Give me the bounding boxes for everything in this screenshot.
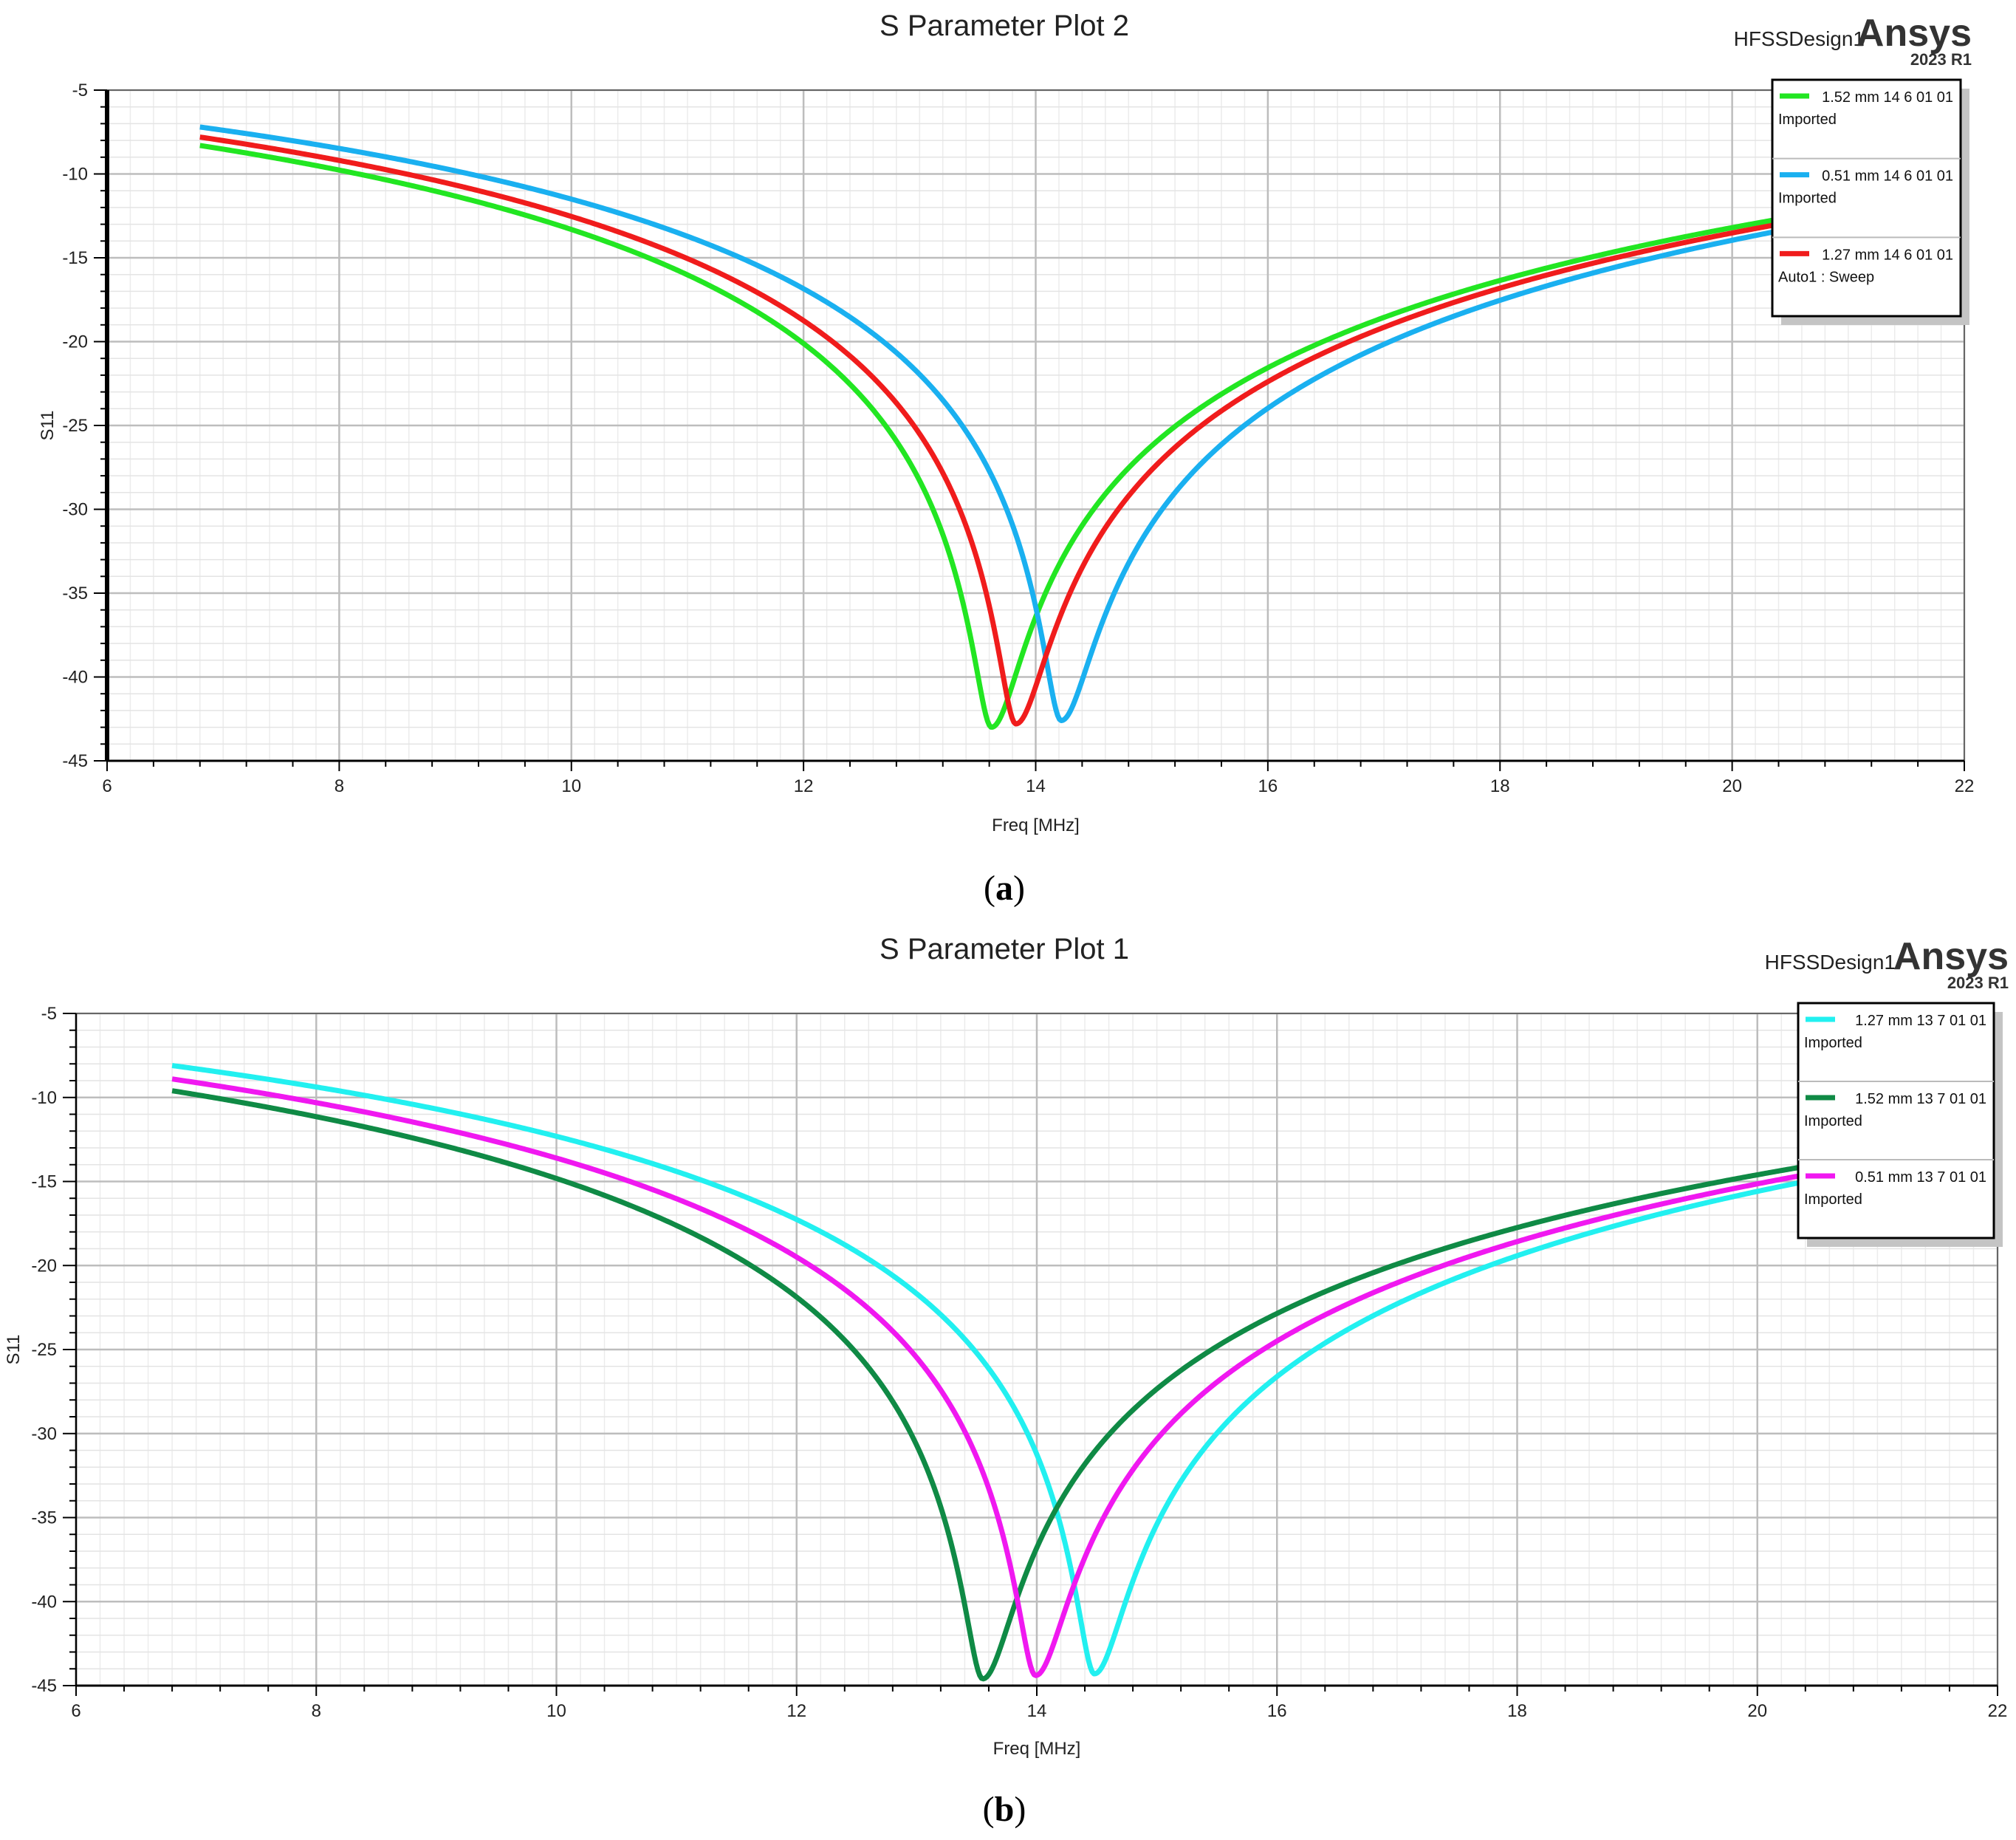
y-tick-label: -15 [62, 248, 88, 268]
y-tick-label: -40 [31, 1592, 57, 1612]
x-tick-label: 10 [546, 1701, 566, 1721]
series-line-1 [171, 1063, 1806, 1677]
y-tick-label: -25 [62, 416, 88, 436]
grid [75, 1012, 1999, 1687]
x-tick-label: 6 [71, 1701, 80, 1721]
x-tick-label: 18 [1490, 776, 1510, 796]
brand-version: 2023 R1 [1947, 974, 2009, 992]
x-tick-label: 20 [1722, 776, 1742, 796]
design-name: HFSSDesign1 [1734, 27, 1865, 50]
x-tick-label: 8 [335, 776, 344, 796]
legend-box [1771, 78, 1962, 318]
x-tick-label: 22 [1988, 1701, 2008, 1721]
caption-a: (a) [984, 869, 1025, 908]
y-tick-label: -45 [31, 1676, 57, 1696]
legend-source-2: Imported [1778, 191, 1837, 207]
series-line-2 [199, 124, 1780, 724]
series-line-3 [171, 1076, 1806, 1678]
legend-box [1797, 1002, 1995, 1239]
y-tick-label: -35 [62, 584, 88, 603]
y-tick-label: -10 [62, 165, 88, 185]
legend-label-2: 1.52 mm 13 7 01 01 [1855, 1091, 1986, 1107]
brand-version: 2023 R1 [1910, 50, 1972, 69]
legend-source-1: Imported [1778, 112, 1837, 128]
chart-title: S Parameter Plot 2 [880, 10, 1129, 42]
y-tick-label: -5 [41, 1004, 57, 1024]
x-tick-label: 16 [1267, 1701, 1287, 1721]
y-tick-label: -15 [31, 1172, 57, 1192]
legend: 1.27 mm 13 7 01 01 Imported 1.52 mm 13 7 0… [1797, 1002, 2003, 1247]
x-tick-label: 8 [312, 1701, 321, 1721]
x-tick-label: 18 [1507, 1701, 1527, 1721]
y-axis-label: S11 [4, 1335, 24, 1365]
y-axis-label: S11 [38, 411, 58, 441]
x-tick-label: 12 [786, 1701, 806, 1721]
y-tick-label: -5 [72, 81, 88, 100]
y-tick-label: -30 [31, 1424, 57, 1444]
x-tick-label: 10 [561, 776, 581, 796]
legend-label-3: 1.27 mm 14 6 01 01 [1822, 247, 1953, 263]
legend-source-3: Imported [1804, 1191, 1862, 1208]
x-tick-label: 14 [1026, 776, 1046, 796]
x-tick-label: 12 [794, 776, 814, 796]
series-line-3 [199, 134, 1780, 727]
brand-logo: Ansys [1893, 935, 2009, 978]
y-tick-label: -10 [31, 1088, 57, 1108]
y-tick-label: -25 [31, 1340, 57, 1360]
brand-logo: Ansys [1856, 12, 1972, 55]
caption-b: (b) [983, 1790, 1026, 1829]
legend: 1.52 mm 14 6 01 01 Imported 0.51 mm 14 6 0… [1771, 78, 1969, 325]
y-tick-label: -45 [62, 751, 88, 771]
x-tick-label: 6 [102, 776, 112, 796]
y-tick-label: -30 [62, 500, 88, 520]
x-tick-label: 22 [1955, 776, 1975, 796]
legend-source-3: Auto1 : Sweep [1778, 269, 1874, 285]
legend-label-3: 0.51 mm 13 7 01 01 [1855, 1169, 1986, 1186]
legend-source-2: Imported [1804, 1113, 1862, 1129]
x-tick-label: 14 [1027, 1701, 1047, 1721]
series-line-2 [171, 1088, 1806, 1682]
chart-title: S Parameter Plot 1 [880, 933, 1129, 965]
legend-label-1: 1.27 mm 13 7 01 01 [1855, 1013, 1986, 1029]
y-tick-label: -20 [62, 332, 88, 352]
y-tick-label: -35 [31, 1508, 57, 1528]
x-axis-label: Freq [MHz] [992, 815, 1080, 835]
series-line-1 [199, 143, 1780, 730]
legend-label-1: 1.52 mm 14 6 01 01 [1822, 89, 1953, 106]
design-name: HFSSDesign1 [1765, 951, 1896, 974]
grid [106, 89, 1966, 762]
x-tick-label: 16 [1258, 776, 1278, 796]
y-tick-label: -40 [62, 668, 88, 688]
x-axis-label: Freq [MHz] [993, 1739, 1081, 1759]
legend-label-2: 0.51 mm 14 6 01 01 [1822, 168, 1953, 185]
y-tick-label: -20 [31, 1256, 57, 1276]
x-tick-label: 20 [1747, 1701, 1767, 1721]
legend-source-1: Imported [1804, 1035, 1862, 1051]
